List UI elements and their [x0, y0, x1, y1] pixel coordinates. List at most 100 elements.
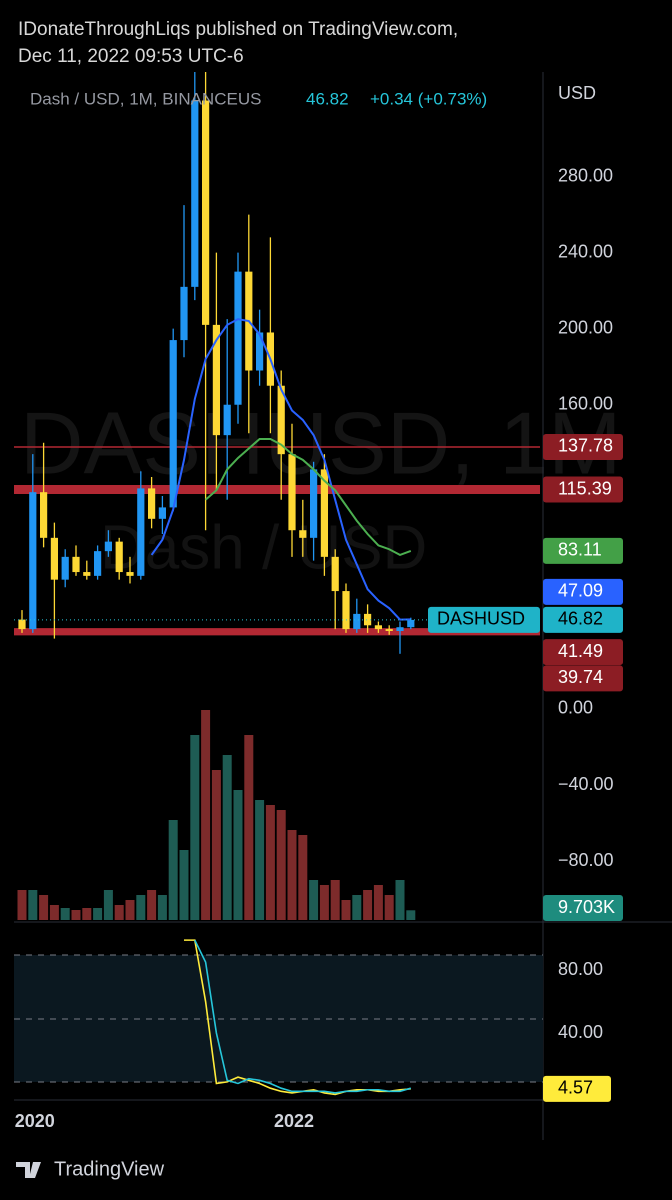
brand-logo — [16, 1162, 41, 1178]
volume-bar — [147, 890, 157, 920]
candle-body — [385, 629, 393, 631]
volume-bar — [287, 830, 297, 920]
legend-symbol: Dash / USD, 1M, BINANCEUS — [30, 89, 261, 108]
volume-bar — [298, 835, 308, 920]
axis-labels: 280.00 240.00 200.00 160.00 0.00 −40.00 −80.00… — [15, 165, 623, 1131]
volume-bar — [384, 895, 394, 920]
volume-bar — [201, 710, 211, 920]
candle-body — [223, 404, 231, 436]
volume-bar — [330, 880, 340, 920]
candle-body — [374, 625, 382, 630]
candle-body — [310, 469, 318, 538]
volume-bar — [265, 805, 275, 920]
level-label-box — [543, 639, 623, 666]
candle-body — [158, 507, 166, 519]
volume-bar — [93, 908, 103, 920]
candle-body — [396, 627, 404, 631]
last-price-label: 46.82 — [558, 609, 603, 629]
ma-last-label-box — [543, 537, 623, 564]
candle-body — [320, 469, 328, 557]
oscillator-tick-label: 80.00 — [558, 959, 603, 979]
volume-bar — [82, 908, 92, 920]
candle-body — [169, 340, 177, 508]
volume-bar — [363, 890, 373, 920]
oscillator-last-label: 4.57 — [558, 1078, 593, 1098]
candle-body — [50, 537, 58, 580]
volume-bar — [103, 890, 113, 920]
volume-bar — [125, 900, 135, 920]
y-tick-label: 200.00 — [558, 317, 613, 337]
brand-name: TradingView — [54, 1158, 165, 1180]
volume-bar — [39, 895, 49, 920]
volume-bar — [373, 885, 383, 920]
candle-body — [288, 454, 296, 531]
last-price-label-box — [543, 606, 623, 633]
level-label: 39.74 — [558, 667, 603, 687]
level-label-box — [543, 433, 623, 460]
candle-body — [234, 271, 242, 405]
volume-bar — [341, 900, 351, 920]
candle-body — [299, 530, 307, 538]
candle-body — [115, 541, 123, 573]
volume-bar — [244, 735, 254, 920]
candle-body — [61, 556, 69, 580]
ma-last-label-box — [543, 578, 623, 605]
plot — [14, 72, 540, 1096]
level-label: 115.39 — [558, 478, 612, 498]
candle-body — [29, 492, 37, 630]
volume-bar — [406, 910, 416, 920]
volume-bar — [352, 895, 362, 920]
candle-body — [342, 591, 350, 630]
y-tick-label: 240.00 — [558, 241, 613, 261]
x-tick-label: 2022 — [274, 1111, 314, 1131]
level-label: 137.78 — [558, 436, 613, 456]
candle-body — [212, 324, 220, 436]
publisher: IDonateThroughLiqs published on TradingV… — [18, 19, 458, 40]
level-label-box — [543, 665, 623, 692]
candle-body — [331, 556, 339, 592]
y-tick-label: −40.00 — [558, 774, 614, 794]
volume-bar — [190, 735, 200, 920]
volume-last-label: 9.703K — [558, 897, 615, 917]
legend-last: 46.82 — [306, 89, 349, 108]
volume-bar — [71, 910, 81, 920]
candle-body — [137, 488, 145, 576]
volume-bar — [49, 905, 59, 920]
y-tick-label: 280.00 — [558, 165, 613, 185]
oscillator-tick-label: 40.00 — [558, 1022, 603, 1042]
volume-bar — [168, 820, 178, 920]
level-label: 41.49 — [558, 641, 603, 661]
volume-bar — [222, 755, 232, 920]
candle-body — [83, 572, 91, 576]
volume-bar — [60, 908, 70, 920]
candle-body — [104, 541, 112, 552]
y-tick-label: 0.00 — [558, 698, 593, 718]
candle-body — [180, 286, 188, 341]
legend-change: +0.34 (+0.73%) — [370, 89, 487, 108]
candle-body — [353, 613, 361, 630]
candle-body — [72, 556, 80, 573]
volume-last-box — [543, 895, 623, 921]
axis-unit: USD — [558, 83, 596, 103]
volume-bar — [136, 895, 146, 920]
y-tick-label: −80.00 — [558, 850, 614, 870]
candle-body — [364, 613, 372, 626]
oscillator-line — [194, 939, 412, 1094]
price-tag: DASHUSD — [437, 609, 525, 629]
volume-bar — [233, 790, 243, 920]
x-tick-label: 2020 — [15, 1111, 55, 1131]
candle-body — [202, 100, 210, 325]
oscillator-last-box — [543, 1075, 611, 1102]
volume-bar — [276, 810, 286, 920]
volume-bar — [309, 880, 319, 920]
candle-body — [256, 332, 264, 371]
volume-bar — [179, 850, 189, 920]
volume-bar — [17, 890, 27, 920]
ma-last-label: 47.09 — [558, 581, 603, 601]
candle-body — [191, 100, 199, 287]
volume-bar — [319, 885, 329, 920]
candle-body — [126, 572, 134, 576]
logo-mark — [16, 1162, 41, 1178]
moving-average — [150, 318, 411, 621]
price-tag-box — [428, 606, 540, 633]
